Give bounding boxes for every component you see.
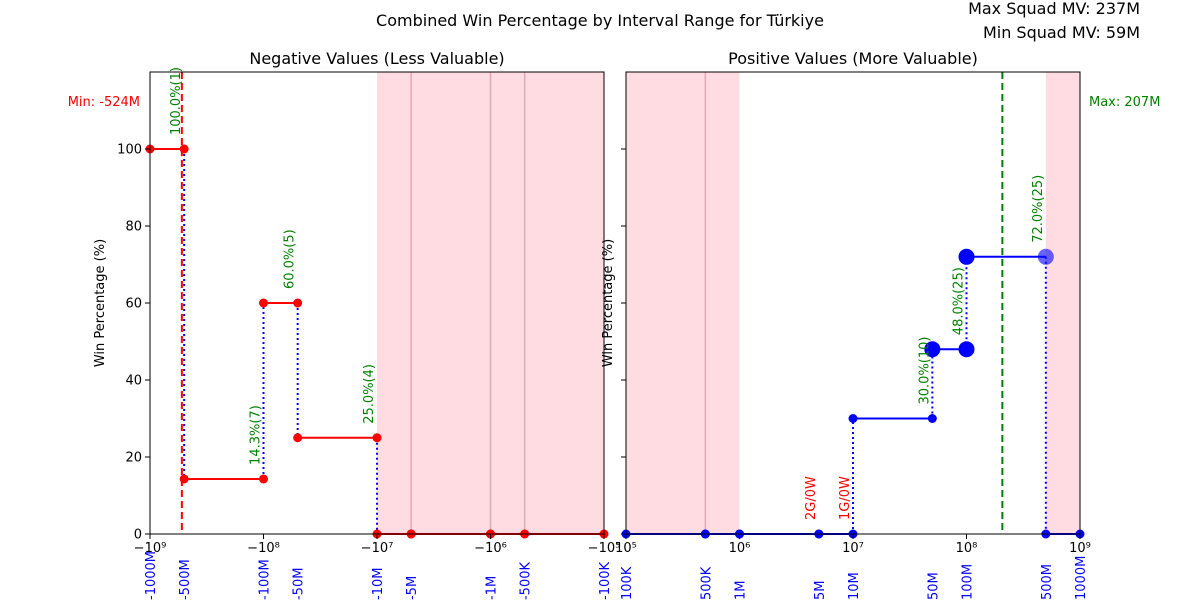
segment-end-point-0 xyxy=(179,144,189,154)
negative-y-axis-label: Win Percentage (%) xyxy=(93,239,108,367)
max-reference-label: Max: 207M xyxy=(1089,95,1160,110)
annotation-label-3: 25.0%(4) xyxy=(362,364,377,424)
segment-end-point-1 xyxy=(259,474,268,484)
segment-start-point-1 xyxy=(179,474,189,484)
x-tick-label-4: −10⁵ xyxy=(588,541,621,556)
negative-values-panel: Negative Values (Less Valuable) Win Perc… xyxy=(68,49,621,600)
annotation-label-0: 30.0%(10) xyxy=(917,337,932,405)
interval-label-1: -500M xyxy=(178,559,193,600)
annotation-label-4: 1G/0W xyxy=(838,476,853,520)
shaded-range-1 xyxy=(1045,72,1080,534)
min-reference-label: Min: -524M xyxy=(68,95,140,110)
interval-label-8: 1000M xyxy=(1074,556,1089,600)
interval-label-6: 100M xyxy=(961,564,976,600)
min-squad-mv: Min Squad MV: 59M xyxy=(983,23,1140,42)
annotation-label-1: 48.0%(25) xyxy=(952,267,967,335)
annotation-label-2: 72.0%(25) xyxy=(1031,175,1046,243)
segment-start-point-2 xyxy=(259,298,268,308)
y-tick-label-2: 40 xyxy=(125,374,142,389)
segment-end-point-5 xyxy=(958,341,975,358)
interval-label-0: -1000M xyxy=(144,551,159,600)
interval-label-3: 5M xyxy=(813,581,828,600)
segment-end-point-4 xyxy=(927,414,937,423)
segment-start-point-3 xyxy=(293,433,303,443)
y-tick-label-4: 80 xyxy=(125,220,142,235)
max-squad-mv: Max Squad MV: 237M xyxy=(968,0,1140,18)
segment-start-point-6 xyxy=(958,248,975,265)
interval-label-2: -100M xyxy=(258,559,273,600)
x-tick-label-4: 10⁹ xyxy=(1069,541,1091,556)
segment-start-point-4 xyxy=(848,414,858,423)
shaded-range-0 xyxy=(626,72,740,534)
annotation-label-3: 2G/0W xyxy=(804,476,819,520)
positive-values-panel: Positive Values (More Valuable) Win Perc… xyxy=(601,49,1160,600)
interval-label-6: -1M xyxy=(485,576,500,600)
x-tick-label-1: −10⁸ xyxy=(247,541,280,556)
figure-title: Combined Win Percentage by Interval Rang… xyxy=(376,11,824,30)
x-tick-label-2: 10⁷ xyxy=(842,541,864,556)
x-tick-label-3: −10⁶ xyxy=(474,541,507,556)
x-tick-label-0: 10⁵ xyxy=(615,541,637,556)
positive-y-axis-label: Win Percentage (%) xyxy=(601,239,616,367)
interval-label-8: -100K xyxy=(598,561,613,600)
interval-label-4: 10M xyxy=(847,572,862,600)
x-tick-label-3: 10⁸ xyxy=(956,541,978,556)
x-tick-label-1: 10⁶ xyxy=(729,541,751,556)
interval-label-3: -50M xyxy=(292,568,307,600)
interval-label-1: 500K xyxy=(699,566,714,600)
interval-label-7: 500M xyxy=(1040,564,1055,600)
interval-label-2: 1M xyxy=(734,581,749,600)
annotation-label-1: 14.3%(7) xyxy=(249,405,264,465)
y-tick-label-0: 0 xyxy=(134,528,142,543)
interval-label-0: 100K xyxy=(620,566,635,600)
segment-start-point-5 xyxy=(924,341,941,358)
y-tick-label-5: 100 xyxy=(117,143,142,158)
annotation-label-2: 60.0%(5) xyxy=(283,229,298,289)
x-tick-label-0: −10⁹ xyxy=(134,541,167,556)
interval-label-4: -10M xyxy=(371,568,386,600)
annotation-label-0: 100.0%(1) xyxy=(169,67,184,135)
interval-label-7: -500K xyxy=(519,561,534,600)
interval-label-5: 50M xyxy=(926,572,941,600)
y-tick-label-3: 60 xyxy=(125,297,142,312)
y-tick-label-1: 20 xyxy=(125,451,142,466)
negative-panel-title: Negative Values (Less Valuable) xyxy=(249,49,504,68)
interval-label-5: -5M xyxy=(405,576,420,600)
segment-end-point-3 xyxy=(372,433,382,443)
segment-end-point-2 xyxy=(293,298,303,308)
x-tick-label-2: −10⁷ xyxy=(361,541,394,556)
positive-panel-title: Positive Values (More Valuable) xyxy=(728,49,978,68)
segment-end-point-6 xyxy=(1037,248,1054,265)
